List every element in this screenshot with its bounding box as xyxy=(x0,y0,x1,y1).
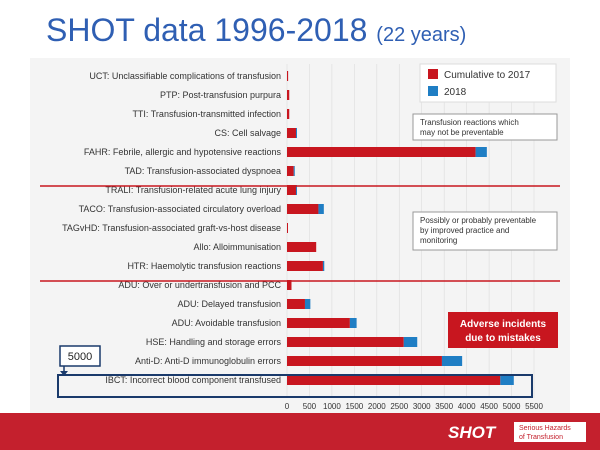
bar-2018 xyxy=(322,261,325,271)
category-label: UCT: Unclassifiable complications of tra… xyxy=(89,71,281,81)
category-label: ADU: Delayed transfusion xyxy=(177,299,281,309)
category-label: ADU: Avoidable transfusion xyxy=(172,318,281,328)
callout-5000: 5000 xyxy=(59,345,101,376)
bar-cumulative xyxy=(287,375,501,385)
chart-category-labels: UCT: Unclassifiable complications of tra… xyxy=(62,71,281,385)
note-line: by improved practice and xyxy=(420,226,509,235)
category-label: ADU: Over or undertransfusion and PCC xyxy=(118,280,281,290)
bar-2018 xyxy=(295,185,297,195)
bar-2018 xyxy=(318,204,324,214)
category-label: TRALI: Transfusion-related acute lung in… xyxy=(105,185,281,195)
category-label: TTI: Transfusion-transmitted infection xyxy=(132,109,281,119)
note-line: Adverse incidents xyxy=(460,319,547,330)
x-tick-label: 2500 xyxy=(390,402,408,411)
footer-banner: SHOT Serious Hazards of Transfusion xyxy=(0,413,600,450)
bar-cumulative xyxy=(287,204,319,214)
note-preventable: Possibly or probably preventable by impr… xyxy=(412,211,558,251)
legend: Cumulative to 2017 2018 xyxy=(419,63,557,103)
x-tick-label: 0 xyxy=(285,402,290,411)
slide-title: SHOT data 1996-2018 (22 years) xyxy=(46,12,466,49)
callout-arrowhead xyxy=(60,371,68,376)
category-label: FAHR: Febrile, allergic and hypotensive … xyxy=(84,147,282,157)
note-box-red xyxy=(448,312,558,348)
category-label: Anti-D: Anti-D immunoglobulin errors xyxy=(135,356,282,366)
legend-swatch-2018 xyxy=(428,86,438,96)
bar-cumulative xyxy=(287,318,350,328)
bar-cumulative xyxy=(287,128,296,138)
note-box xyxy=(412,211,558,251)
category-label: TAGvHD: Transfusion-associated graft-vs-… xyxy=(62,223,281,233)
logo-sub-line-2: of Transfusion xyxy=(519,434,563,441)
bar-cumulative xyxy=(287,185,296,195)
x-tick-label: 1500 xyxy=(345,402,363,411)
title-sub: (22 years) xyxy=(376,24,467,46)
bar-2018 xyxy=(441,356,463,366)
bar-cumulative xyxy=(287,147,476,157)
shot-logo: SHOT Serious Hazards of Transfusion xyxy=(448,422,586,442)
note-adverse-incidents: Adverse incidents due to mistakes xyxy=(448,312,558,348)
category-label: PTP: Post-transfusion purpura xyxy=(160,90,281,100)
x-tick-label: 1000 xyxy=(323,402,341,411)
bar-cumulative xyxy=(287,299,305,309)
category-label: HTR: Haemolytic transfusion reactions xyxy=(127,261,281,271)
bar-2018 xyxy=(475,147,487,157)
note-line: monitoring xyxy=(420,236,457,245)
note-line: Possibly or probably preventable xyxy=(420,216,537,225)
bar-cumulative xyxy=(287,223,288,233)
note-line: may not be preventable xyxy=(420,128,504,137)
note-not-preventable: Transfusion reactions which may not be p… xyxy=(412,113,558,141)
bar-cumulative xyxy=(287,280,292,290)
bar-cumulative xyxy=(287,356,442,366)
bar-cumulative xyxy=(287,109,290,119)
bar-cumulative xyxy=(287,242,317,252)
category-label: Allo: Alloimmunisation xyxy=(193,242,281,252)
note-line: Transfusion reactions which xyxy=(420,118,519,127)
x-tick-label: 5500 xyxy=(525,402,543,411)
callout-value: 5000 xyxy=(68,351,92,363)
category-label: HSE: Handling and storage errors xyxy=(146,337,282,347)
x-tick-label: 500 xyxy=(303,402,317,411)
bar-cumulative xyxy=(287,337,404,347)
bar-cumulative xyxy=(287,71,289,81)
legend-swatch-cumulative xyxy=(428,69,438,79)
legend-box xyxy=(419,63,557,103)
bar-2018 xyxy=(304,299,311,309)
logo-text: SHOT xyxy=(448,423,497,442)
category-label: TACO: Transfusion-associated circulatory… xyxy=(79,204,281,214)
ibct-highlight-box xyxy=(57,374,533,398)
x-tick-label: 3000 xyxy=(413,402,431,411)
x-tick-label: 3500 xyxy=(435,402,453,411)
note-box xyxy=(412,113,558,141)
legend-label-cumulative: Cumulative to 2017 xyxy=(444,70,531,81)
logo-sub-line-1: Serious Hazards xyxy=(519,425,571,432)
bar-2018 xyxy=(295,128,297,138)
bar-2018 xyxy=(403,337,418,347)
title-main: SHOT data 1996-2018 xyxy=(46,12,368,48)
chart-bars xyxy=(287,71,514,385)
bar-2018 xyxy=(349,318,357,328)
bar-cumulative xyxy=(287,90,290,100)
bar-2018 xyxy=(500,375,514,385)
x-tick-label: 2000 xyxy=(368,402,386,411)
callout-box xyxy=(59,345,101,367)
x-tick-label: 4500 xyxy=(480,402,498,411)
chart-x-ticks: 0 500 1000 1500 2000 2500 3000 3500 4000 4500 5000… xyxy=(285,402,544,411)
note-line: due to mistakes xyxy=(465,333,541,344)
category-label: CS: Cell salvage xyxy=(214,128,281,138)
x-tick-label: 4000 xyxy=(458,402,476,411)
bar-cumulative xyxy=(287,261,323,271)
category-label: IBCT: Incorrect blood component transfus… xyxy=(105,375,281,385)
bar-2018 xyxy=(293,166,295,176)
x-tick-label: 5000 xyxy=(503,402,521,411)
legend-label-2018: 2018 xyxy=(444,87,467,98)
bar-cumulative xyxy=(287,166,294,176)
logo-sub-box xyxy=(514,422,586,442)
category-label: TAD: Transfusion-associated dyspnoea xyxy=(125,166,281,176)
